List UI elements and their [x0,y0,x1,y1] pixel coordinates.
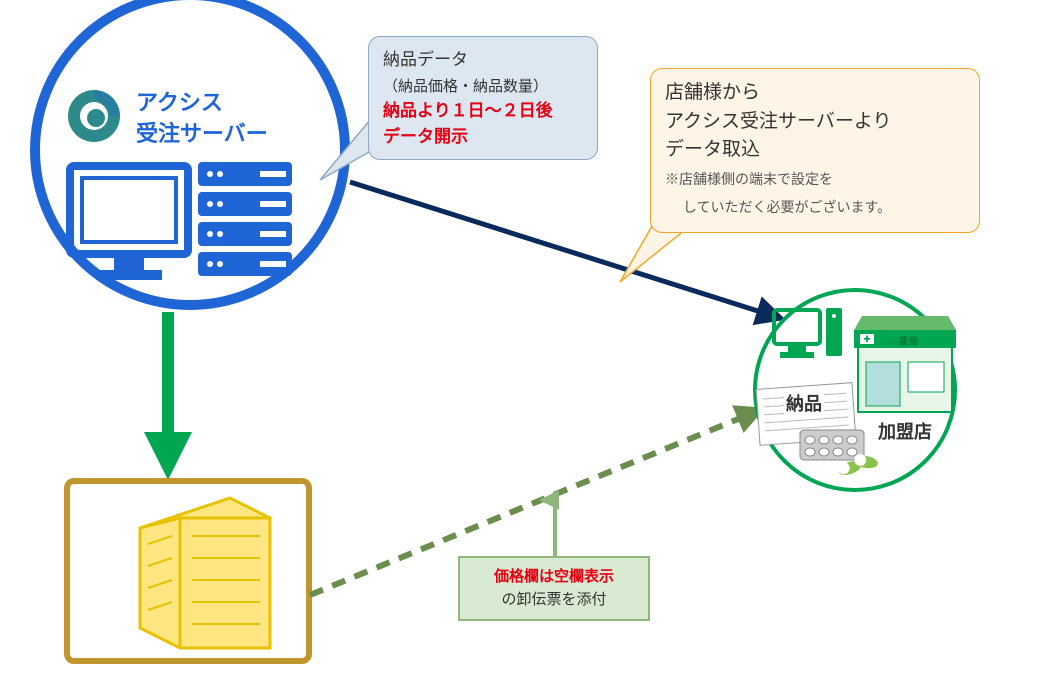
price-box: 価格欄は空欄表示 の卸伝票を添付 [458,556,650,621]
label-nohin: 納品 [784,390,824,416]
svg-text:✚: ✚ [863,334,871,344]
label-kameiten: 加盟店 [876,418,934,444]
price-box-line2: の卸伝票を添付 [501,591,606,608]
pharmacy-sign-label: ○○薬局 [884,333,920,348]
store-computer-icon [772,308,844,364]
price-box-line1: 価格欄は空欄表示 [494,568,614,585]
diagram-canvas: アクシス 受注サーバー 納品データ （納品価格・納品数量） 納品より１ [0,0,1040,681]
